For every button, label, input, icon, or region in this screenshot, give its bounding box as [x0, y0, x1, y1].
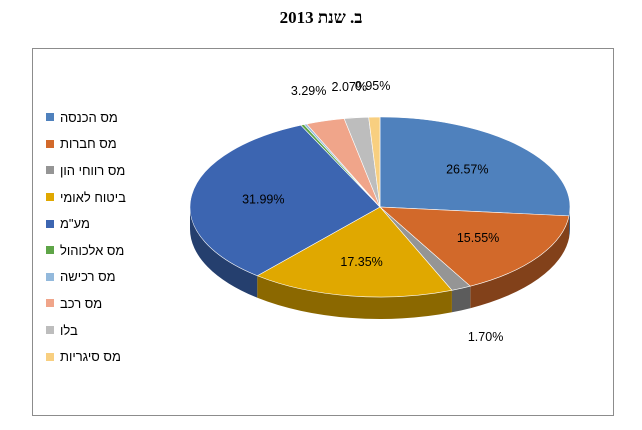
legend-label: ביטוח לאומי — [60, 189, 126, 205]
legend-label: מס רכישה — [60, 269, 116, 285]
slice-0 — [379, 116, 571, 217]
legend-label: מס סיגריות — [60, 349, 121, 365]
legend-item-8: בלו — [46, 317, 176, 344]
legend-swatch — [46, 299, 54, 308]
legend-item-2: מס רווחי הון — [46, 157, 176, 184]
legend-item-6: מס רכישה — [46, 264, 176, 291]
slice-3 — [256, 206, 453, 298]
legend-swatch — [46, 272, 54, 281]
legend-label: מס הכנסה — [60, 109, 118, 125]
data-label-9: 0.95% — [355, 79, 390, 93]
chart-title: ב. שנת 2013 — [279, 8, 363, 27]
data-label-3: 17.35% — [340, 255, 382, 269]
legend-swatch — [46, 113, 54, 122]
legend: מס הכנסה מס חברות מס רווחי הון ביטוח לאומי מ… — [46, 104, 176, 370]
legend-swatch — [46, 193, 54, 202]
legend-label: מס אלכוהול — [60, 242, 125, 258]
slice-side-4 — [190, 207, 258, 298]
legend-item-0: מס הכנסה — [46, 104, 176, 131]
legend-swatch — [46, 139, 54, 148]
legend-label: מע"מ — [60, 216, 90, 232]
legend-swatch — [46, 246, 54, 255]
legend-item-9: מס סיגריות — [46, 343, 176, 370]
legend-swatch — [46, 352, 54, 361]
legend-label: מס רכב — [60, 295, 103, 311]
slice-9 — [368, 116, 381, 208]
legend-item-7: מס רכב — [46, 290, 176, 317]
legend-label: בלו — [60, 322, 78, 338]
data-label-2: 1.70% — [468, 330, 503, 344]
legend-label: מס חברות — [60, 136, 117, 152]
data-label-8: 2.07% — [332, 80, 367, 94]
slice-side-2 — [451, 286, 471, 313]
legend-label: מס רווחי הון — [60, 162, 126, 178]
data-label-4: 31.99% — [242, 192, 284, 206]
slice-side-3 — [257, 275, 452, 319]
data-label-7: 3.29% — [291, 84, 326, 98]
data-label-1: 15.55% — [457, 231, 499, 245]
slice-4 — [189, 124, 381, 277]
legend-swatch — [46, 326, 54, 335]
data-label-0: 26.57% — [446, 163, 488, 177]
slice-side-1 — [470, 215, 570, 309]
legend-item-1: מס חברות — [46, 131, 176, 158]
legend-item-5: מס אלכוהול — [46, 237, 176, 264]
legend-swatch — [46, 166, 54, 175]
slice-1 — [379, 206, 570, 287]
legend-item-4: מע"מ — [46, 210, 176, 237]
legend-swatch — [46, 219, 54, 228]
legend-item-3: ביטוח לאומי — [46, 184, 176, 211]
